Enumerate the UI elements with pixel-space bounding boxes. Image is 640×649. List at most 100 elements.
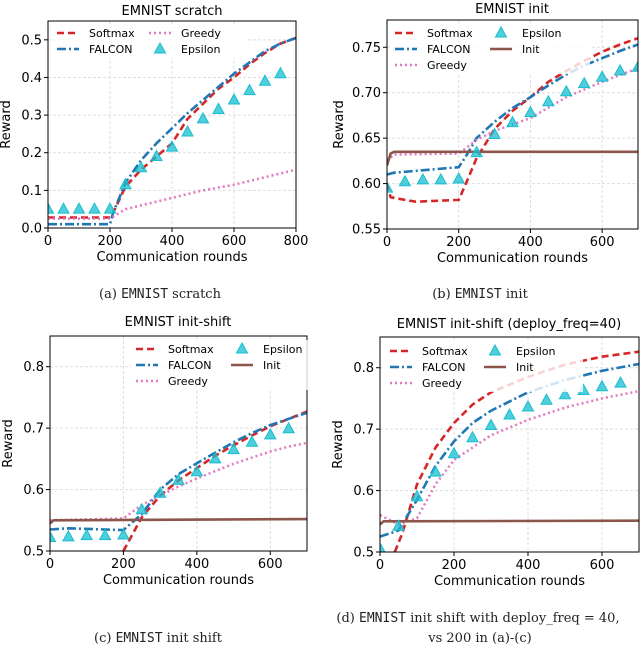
legend-marker <box>488 343 502 356</box>
legend-item-softmax: Softmax <box>57 27 135 40</box>
legend-label: FALCON <box>422 361 466 374</box>
epsilon-point <box>62 529 75 542</box>
legend-label: Epsilon <box>263 343 303 356</box>
epsilon-point <box>103 202 117 214</box>
legend-label: FALCON <box>427 43 471 56</box>
series-line-falcon <box>50 411 307 532</box>
chart-title: EMNIST scratch <box>121 4 222 19</box>
epsilon-point <box>135 502 149 515</box>
y-axis-label: Reward <box>0 100 14 148</box>
legend-item-falcon: FALCON <box>390 361 466 374</box>
epsilon-point <box>57 202 70 214</box>
legend-item-falcon: FALCON <box>136 359 212 372</box>
epsilon-point <box>577 76 591 89</box>
legend-item-falcon: FALCON <box>57 43 133 56</box>
series-line-init <box>50 517 307 525</box>
chart-title: EMNIST init-shift (deploy_freq=40) <box>397 317 622 332</box>
legend-label: FALCON <box>89 43 133 56</box>
epsilon-point <box>429 465 442 477</box>
x-tick-label: 200 <box>98 234 123 249</box>
legend: Softmax FALCON Greedy Epsilon Init <box>131 340 331 390</box>
series-line-greedy <box>387 67 638 162</box>
x-tick-label: 200 <box>442 558 467 573</box>
epsilon-point <box>380 541 386 552</box>
axes-frame <box>47 20 297 229</box>
legend-label: Greedy <box>168 375 208 388</box>
legend-item-epsilon: Epsilon <box>494 25 562 40</box>
legend-item-softmax: Softmax <box>136 343 214 356</box>
subplot-4: 0 200 400 600 0.5 0.6 0.7 0.8 EMNIST init-shift … <box>331 317 640 589</box>
epsilon-point <box>172 473 185 485</box>
legend-label: Softmax <box>89 27 135 40</box>
plots: 0 200 400 600 800 0.0 0.1 0.2 0.3 0.4 0.5 EMNIST sc… <box>0 2 640 589</box>
epsilon-point <box>466 430 479 443</box>
epsilon-point <box>524 105 537 118</box>
legend-label: Init <box>263 359 281 372</box>
legend-marker <box>235 341 249 354</box>
epsilon-point <box>258 74 272 86</box>
legend: Softmax FALCON Greedy Epsilon Init <box>385 342 583 392</box>
caption-d: (d) EMNIST init shift with deploy_freq =… <box>336 611 619 626</box>
epsilon-point <box>245 435 259 447</box>
epsilon-point <box>506 115 519 128</box>
legend-item-falcon: FALCON <box>395 43 471 56</box>
axes-frame <box>386 19 639 230</box>
y-tick-label: 0.4 <box>21 71 42 86</box>
caption-b: (b) EMNIST init <box>432 287 528 302</box>
legend-label: Epsilon <box>181 43 221 56</box>
x-axis-label: Communication rounds <box>434 574 585 589</box>
series-group <box>48 36 296 226</box>
epsilon-point <box>613 63 627 76</box>
legend-item-epsilon: Epsilon <box>153 41 221 56</box>
legend-label: Softmax <box>422 345 468 358</box>
y-tick-label: 0.8 <box>353 361 374 376</box>
epsilon-point <box>558 387 572 400</box>
legend-item-greedy: Greedy <box>136 375 208 388</box>
epsilon-point <box>595 70 609 82</box>
legend-label: Greedy <box>422 377 462 390</box>
epsilon-point <box>190 464 204 477</box>
series-line-softmax <box>48 36 296 219</box>
epsilon-point <box>274 66 287 79</box>
epsilon-point <box>80 528 94 541</box>
series-line-softmax <box>393 350 639 552</box>
x-tick-label: 600 <box>258 557 283 572</box>
x-tick-label: 200 <box>446 235 471 250</box>
legend-label: Init <box>522 43 540 56</box>
epsilon-point <box>521 399 535 412</box>
legend-label: Init <box>516 361 534 374</box>
epsilon-point <box>540 393 553 405</box>
series-group <box>50 410 307 551</box>
subplot-3: 0 200 400 600 0.5 0.6 0.7 0.8 EMNIST init-shift C… <box>1 315 331 588</box>
y-tick-label: 0.65 <box>352 132 381 147</box>
series-line-falcon <box>48 36 296 226</box>
epsilon-point <box>117 527 130 540</box>
y-tick-label: 0.75 <box>352 41 381 56</box>
epsilon-point <box>48 202 55 214</box>
x-tick-label: 0 <box>46 557 54 572</box>
epsilon-point <box>542 94 555 107</box>
x-axis-label: Communication rounds <box>103 573 254 588</box>
x-axis-label: Communication rounds <box>96 250 247 265</box>
y-axis-label: Reward <box>332 100 347 148</box>
epsilon-point <box>559 84 573 97</box>
legend-label: Greedy <box>427 59 467 72</box>
legend-background <box>52 24 246 58</box>
epsilon-point <box>72 202 86 214</box>
legend-label: Epsilon <box>522 27 562 40</box>
series-line-softmax <box>387 36 638 204</box>
legend: Softmax FALCON Greedy Epsilon Init <box>390 24 590 74</box>
x-tick-label: 400 <box>184 557 209 572</box>
y-tick-label: 0.8 <box>23 360 44 375</box>
x-tick-label: 600 <box>590 235 615 250</box>
epsilon-point <box>488 127 501 139</box>
y-axis-label: Reward <box>331 420 346 468</box>
epsilon-point <box>434 172 448 185</box>
legend-label: Greedy <box>181 27 221 40</box>
x-tick-label: 0 <box>44 234 52 249</box>
chart-title: EMNIST init <box>475 2 549 17</box>
series-line-init <box>387 150 638 166</box>
subplot-1: 0 200 400 600 800 0.0 0.1 0.2 0.3 0.4 0.5 EMNIST sc… <box>0 4 308 265</box>
legend-item-init: Init <box>231 359 281 372</box>
epsilon-point <box>88 202 101 214</box>
